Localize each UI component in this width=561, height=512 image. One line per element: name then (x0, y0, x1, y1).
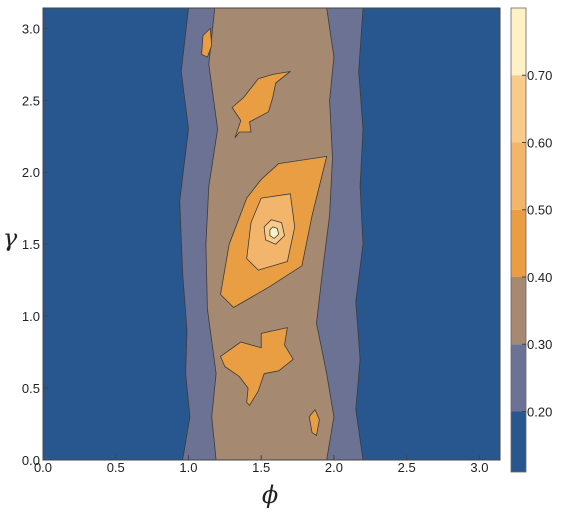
y-tick-label: 3.0 (22, 21, 40, 36)
colorbar-band (511, 344, 526, 412)
x-tick-label: 2.5 (398, 460, 416, 475)
y-tick-label: 2.0 (22, 165, 40, 180)
x-tick-label: 3.0 (470, 460, 488, 475)
colorbar-tick-label: 0.50 (527, 203, 552, 218)
x-axis: 0.0 0.5 1.0 1.5 2.0 2.5 3.0 (34, 455, 488, 475)
y-tick-label: 2.5 (22, 93, 40, 108)
y-tick-label: 1.0 (22, 309, 40, 324)
y-axis: 0.0 0.5 1.0 1.5 2.0 2.5 3.0 (22, 21, 48, 468)
colorbar-frame (510, 7, 527, 473)
x-tick-label: 2.0 (325, 460, 343, 475)
x-tick-label: 1.5 (252, 460, 270, 475)
plot-area (43, 7, 500, 461)
x-tick-label: 1.0 (179, 460, 197, 475)
colorbar-band (511, 142, 526, 210)
contour-region (220, 327, 294, 406)
colorbar-band (511, 75, 526, 143)
colorbar-tick-label: 0.40 (527, 270, 552, 285)
contour-region (201, 27, 213, 58)
y-tick-label: 0.5 (22, 381, 40, 396)
colorbar-tick-label: 0.60 (527, 135, 552, 150)
colorbar-tick-label: 0.20 (527, 404, 552, 419)
colorbar: 0.20 0.30 0.40 0.50 0.60 0.70 (510, 7, 552, 473)
colorbar-band (511, 209, 526, 277)
colorbar-band (511, 276, 526, 345)
colorbar-band (511, 411, 526, 472)
y-axis-label: γ (3, 224, 18, 252)
plot-frame (42, 7, 501, 461)
x-axis-label: ϕ (262, 481, 278, 509)
x-tick-label: 0.5 (107, 460, 125, 475)
contour-region (308, 409, 320, 436)
y-tick-label: 0.0 (22, 453, 40, 468)
colorbar-tick-label: 0.70 (527, 68, 552, 83)
x-tick-label: 0.0 (34, 460, 52, 475)
y-tick-label: 1.5 (22, 237, 40, 252)
colorbar-band (511, 8, 526, 76)
contour-region (269, 226, 280, 239)
colorbar-tick-label: 0.30 (527, 337, 552, 352)
contour-region (231, 71, 291, 139)
